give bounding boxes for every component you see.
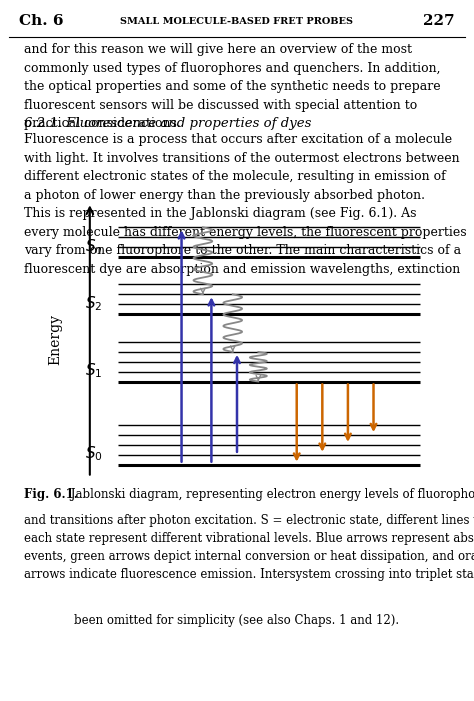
Text: $S_0$: $S_0$: [85, 444, 102, 463]
Text: Fig. 6.1.: Fig. 6.1.: [24, 488, 78, 501]
Text: Ch. 6: Ch. 6: [19, 14, 64, 28]
Text: SMALL MOLECULE-BASED FRET PROBES: SMALL MOLECULE-BASED FRET PROBES: [120, 17, 354, 26]
Text: Jablonski diagram, representing electron energy levels of fluorophores: Jablonski diagram, representing electron…: [67, 488, 474, 501]
Text: $S_n$: $S_n$: [85, 237, 102, 256]
Text: $S_1$: $S_1$: [85, 362, 102, 380]
Text: 6.2.1. Fluorescence and properties of dyes: 6.2.1. Fluorescence and properties of dy…: [24, 117, 311, 130]
Text: 227: 227: [423, 14, 455, 28]
Text: been omitted for simplicity (see also Chaps. 1 and 12).: been omitted for simplicity (see also Ch…: [74, 614, 400, 627]
Text: and transitions after photon excitation. S = electronic state, different lines w: and transitions after photon excitation.…: [24, 515, 474, 581]
Text: Fluorescence is a process that occurs after excitation of a molecule
with light.: Fluorescence is a process that occurs af…: [24, 133, 466, 275]
Text: and for this reason we will give here an overview of the most
commonly used type: and for this reason we will give here an…: [24, 43, 440, 130]
Text: $S_2$: $S_2$: [85, 294, 102, 313]
Text: Energy: Energy: [49, 315, 63, 365]
